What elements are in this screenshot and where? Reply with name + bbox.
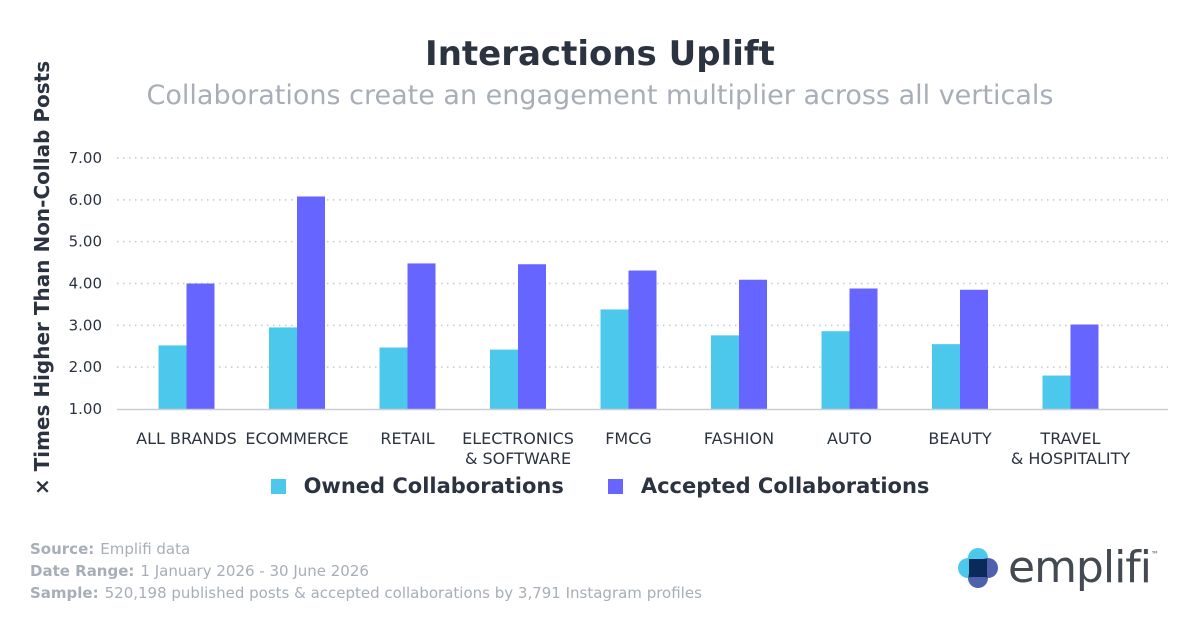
x-tick-label: FMCG — [605, 429, 652, 448]
x-tick-label: AUTO — [827, 429, 872, 448]
bar-accepted — [407, 263, 436, 409]
y-tick-label: 2.00 — [69, 358, 102, 376]
y-tick-label: 5.00 — [69, 233, 102, 251]
logo-trademark: ™ — [1151, 550, 1160, 559]
bar-chart: 1.00 2.00 3.00 4.00 5.00 6.00 7.00 ALL BRANDS E… — [69, 149, 1168, 468]
legend-swatch-accepted — [607, 478, 623, 494]
x-tick-label: ALL BRANDS — [136, 429, 237, 448]
bar-accepted — [960, 289, 988, 409]
emplifi-logo: emplifi ™ — [956, 546, 1159, 590]
source-value: Emplifi data — [100, 540, 191, 558]
x-tick-label: ECOMMERCE — [245, 429, 348, 448]
bar-owned — [158, 345, 187, 409]
chart-title: Interactions Uplift — [425, 34, 775, 74]
y-tick-labels: 1.00 2.00 3.00 4.00 5.00 6.00 7.00 — [69, 149, 102, 418]
bar-owned — [1042, 375, 1071, 409]
bar-owned — [379, 347, 408, 409]
footer-notes: Source: Emplifi data Date Range: 1 January… — [30, 538, 702, 604]
sample-label: Sample: — [30, 584, 99, 602]
source-row: Source: Emplifi data — [30, 538, 702, 560]
x-tick-label: & HOSPITALITY — [1011, 449, 1131, 468]
x-tick-label: TRAVEL — [1039, 429, 1100, 448]
bars — [158, 196, 1099, 409]
source-label: Source: — [30, 540, 95, 558]
bar-accepted — [628, 270, 657, 409]
bar-owned — [600, 309, 629, 409]
bar-accepted — [518, 264, 546, 409]
legend: Owned Collaborations Accepted Collaborat… — [0, 474, 1200, 498]
bar-owned — [821, 331, 850, 409]
y-tick-label: 3.00 — [69, 316, 102, 334]
legend-swatch-owned — [270, 478, 286, 494]
sample-value: 520,198 published posts & accepted colla… — [104, 584, 702, 602]
legend-label-owned: Owned Collaborations — [303, 474, 564, 498]
bar-owned — [490, 349, 518, 409]
bar-accepted — [297, 196, 325, 409]
bar-accepted — [1070, 324, 1099, 409]
chart-subtitle: Collaborations create an engagement mult… — [146, 80, 1054, 111]
x-tick-label: ELECTRONICS — [462, 429, 574, 448]
x-tick-label: BEAUTY — [928, 429, 992, 448]
bar-accepted — [739, 279, 767, 409]
legend-item-owned: Owned Collaborations — [270, 474, 564, 498]
emplifi-logo-mark-icon — [958, 548, 998, 588]
bar-owned — [711, 335, 739, 409]
bar-accepted — [186, 283, 215, 409]
x-tick-label: RETAIL — [380, 429, 434, 448]
bar-owned — [932, 344, 960, 409]
x-tick-labels: ALL BRANDS ECOMMERCE RETAIL ELECTRONICS& SO… — [136, 429, 1130, 468]
x-tick-label: & SOFTWARE — [465, 449, 571, 468]
legend-label-accepted: Accepted Collaborations — [640, 474, 930, 498]
bar-owned — [269, 327, 297, 409]
date-range-label: Date Range: — [30, 562, 135, 580]
sample-row: Sample: 520,198 published posts & accepte… — [30, 582, 702, 604]
date-range-value: 1 January 2026 - 30 June 2026 — [140, 562, 369, 580]
y-tick-label: 1.00 — [69, 400, 102, 418]
bar-accepted — [849, 288, 878, 409]
date-range-row: Date Range: 1 January 2026 - 30 June 2026 — [30, 560, 702, 582]
y-tick-label: 6.00 — [69, 191, 102, 209]
y-tick-label: 4.00 — [69, 275, 102, 293]
logo-wordmark: emplifi — [1008, 542, 1152, 593]
legend-item-accepted: Accepted Collaborations — [607, 474, 930, 498]
y-tick-label: 7.00 — [69, 149, 102, 167]
x-tick-label: FASHION — [704, 429, 774, 448]
